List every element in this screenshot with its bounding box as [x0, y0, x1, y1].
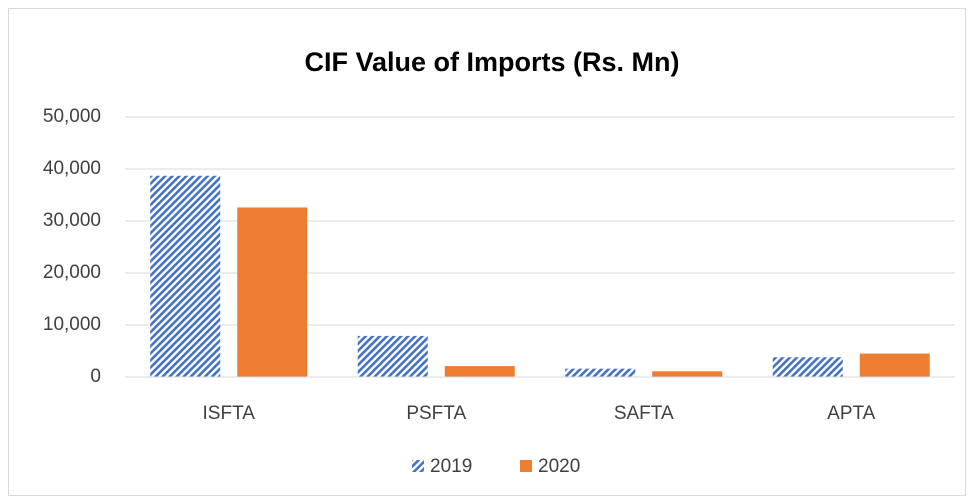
bar [772, 357, 843, 377]
y-tick-label: 10,000 [43, 314, 101, 335]
bar [444, 366, 515, 377]
y-tick-label: 50,000 [43, 106, 101, 127]
bar [652, 371, 723, 377]
bar [859, 353, 930, 377]
chart-title: CIF Value of Imports (Rs. Mn) [304, 47, 679, 77]
y-tick-label: 20,000 [43, 262, 101, 283]
legend-label: 2019 [430, 456, 472, 477]
y-tick-label: 0 [90, 366, 101, 387]
legend-label: 2020 [538, 456, 580, 477]
y-tick-label: 40,000 [43, 158, 101, 179]
legend-swatch [412, 460, 424, 472]
bar [237, 207, 308, 377]
x-tick-label: APTA [827, 403, 876, 424]
bar [150, 175, 221, 377]
bar [565, 368, 636, 377]
y-tick-label: 30,000 [43, 210, 101, 231]
legend-swatch [520, 460, 532, 472]
x-tick-label: PSFTA [406, 403, 466, 424]
x-tick-label: SAFTA [614, 403, 674, 424]
bar [357, 335, 428, 377]
x-tick-label: ISFTA [203, 403, 256, 424]
